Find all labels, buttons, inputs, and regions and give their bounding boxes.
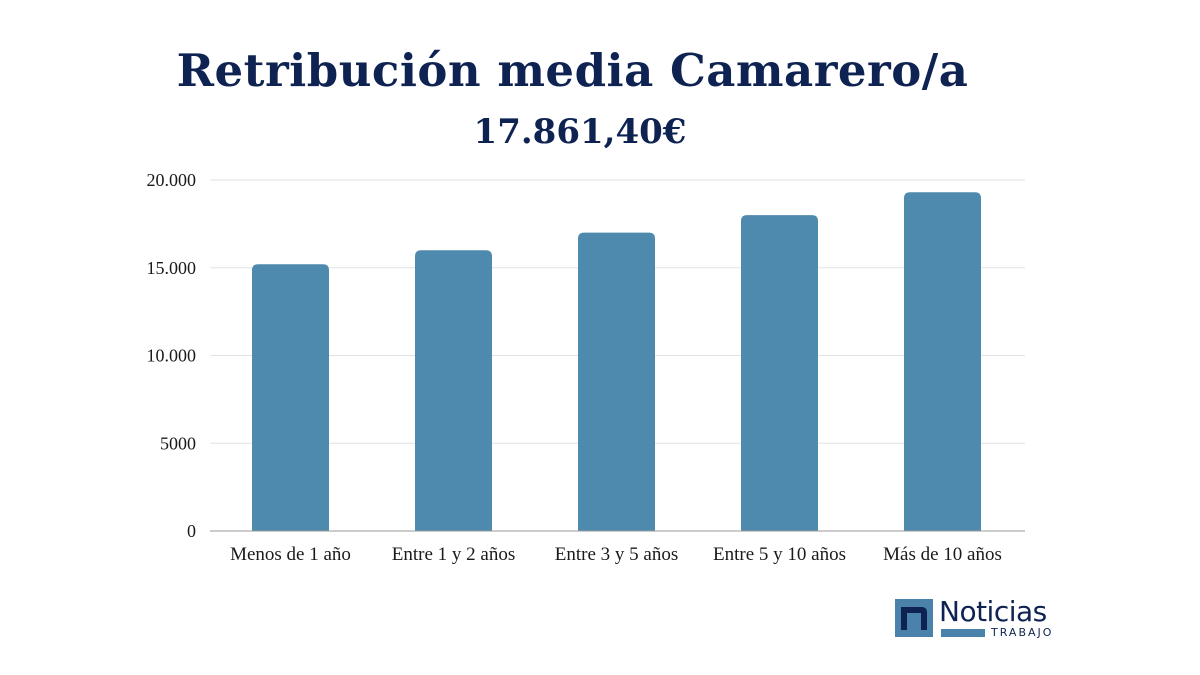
bar bbox=[252, 264, 329, 531]
x-category-label: Entre 5 y 10 años bbox=[713, 544, 846, 565]
y-tick-label: 20.000 bbox=[147, 170, 197, 190]
chart-subtitle: 17.861,40€ bbox=[473, 112, 687, 152]
x-category-label: Más de 10 años bbox=[883, 544, 1002, 565]
logo-subtitle-text: TRABAJO bbox=[991, 626, 1054, 639]
y-tick-label: 10.000 bbox=[147, 346, 197, 366]
bar bbox=[578, 232, 655, 531]
y-tick-label: 5000 bbox=[160, 433, 196, 453]
logo-accent-bar bbox=[941, 629, 985, 637]
axis-labels: 0 5000 10.000 15.000 20.000 Menos de 1 año Ent… bbox=[147, 170, 1002, 565]
logo-brand-text: Noticias bbox=[939, 595, 1047, 628]
bar bbox=[415, 250, 492, 531]
x-category-label: Menos de 1 año bbox=[230, 544, 351, 565]
x-category-label: Entre 3 y 5 años bbox=[555, 544, 678, 565]
x-category-label: Entre 1 y 2 años bbox=[392, 544, 515, 565]
logo-n-icon bbox=[895, 599, 933, 637]
bar bbox=[741, 215, 818, 531]
y-tick-label: 0 bbox=[187, 521, 196, 541]
bar bbox=[904, 192, 981, 531]
chart-title: Retribución media Camarero/a bbox=[176, 44, 969, 97]
y-tick-label: 15.000 bbox=[147, 258, 197, 278]
bars bbox=[252, 192, 981, 531]
noticias-trabajo-logo: Noticias TRABAJO bbox=[895, 595, 1055, 641]
